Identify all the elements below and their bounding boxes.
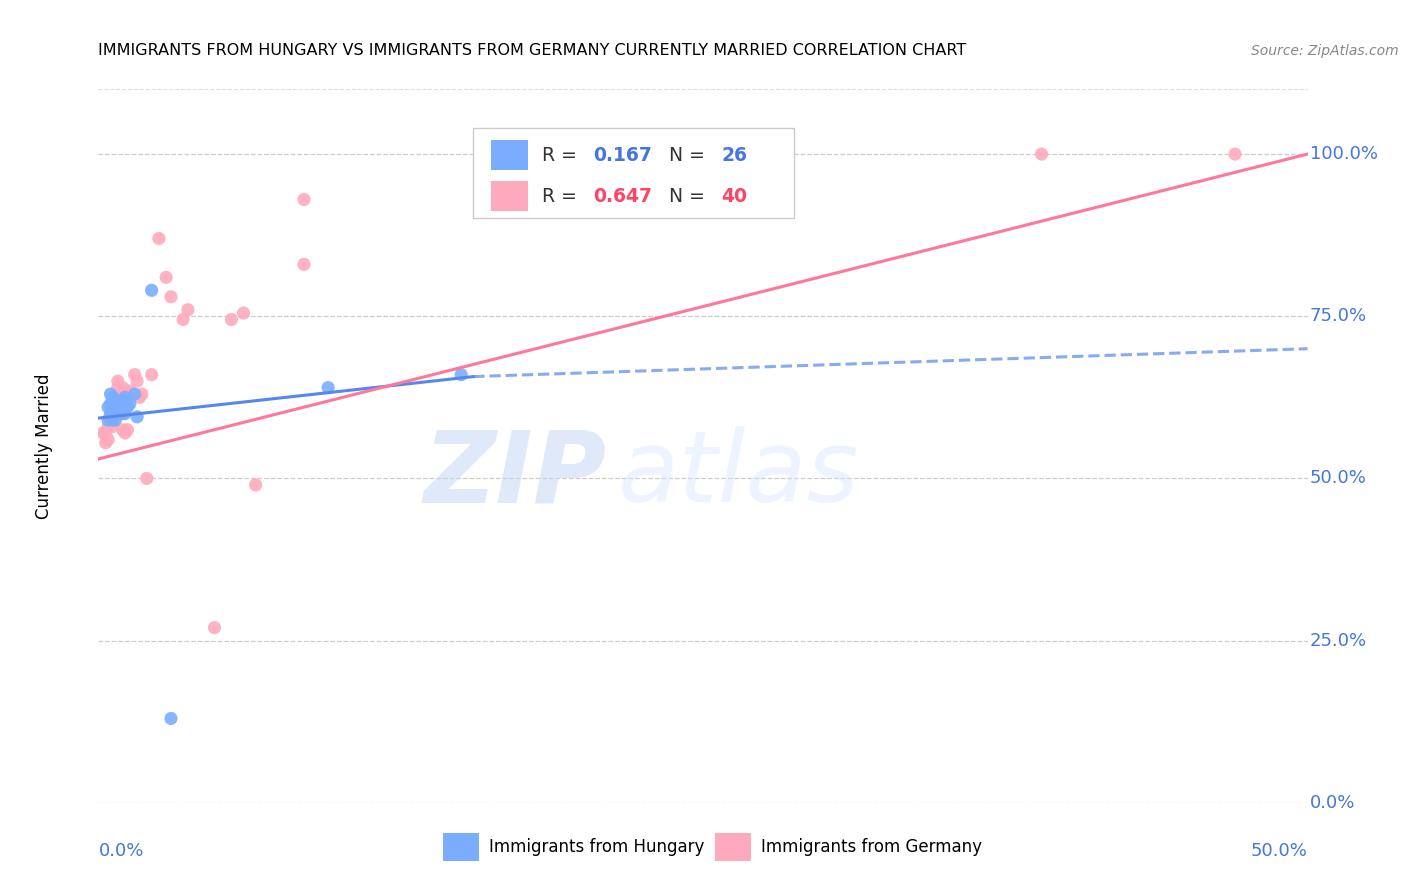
Point: [117, 423, 139, 437]
Point: [107, 397, 129, 411]
Text: Currently Married: Currently Married: [35, 373, 53, 519]
FancyBboxPatch shape: [492, 140, 527, 170]
Text: 75.0%: 75.0%: [1310, 307, 1367, 326]
Point: [100, 413, 122, 427]
Point: [100, 387, 122, 401]
Point: [221, 312, 243, 326]
Point: [245, 478, 267, 492]
Point: [118, 397, 141, 411]
Point: [100, 397, 122, 411]
Point: [292, 193, 315, 207]
Point: [101, 390, 124, 404]
Point: [121, 387, 143, 401]
Point: [101, 400, 124, 414]
Text: 26: 26: [721, 145, 747, 165]
Point: [177, 302, 200, 317]
Point: [204, 621, 226, 635]
Text: 25.0%: 25.0%: [1310, 632, 1367, 649]
FancyBboxPatch shape: [474, 128, 793, 218]
Point: [141, 283, 163, 297]
Point: [124, 368, 146, 382]
Point: [111, 393, 134, 408]
Point: [155, 270, 177, 285]
Point: [94, 425, 117, 440]
Point: [104, 403, 127, 417]
Point: [131, 387, 153, 401]
Text: 50.0%: 50.0%: [1310, 469, 1367, 487]
Point: [107, 407, 129, 421]
Point: [114, 425, 136, 440]
Point: [111, 381, 134, 395]
Point: [101, 419, 124, 434]
FancyBboxPatch shape: [716, 833, 751, 862]
Point: [160, 711, 183, 725]
Point: [114, 407, 136, 421]
Point: [104, 400, 127, 414]
Point: [108, 390, 131, 404]
Text: R =: R =: [543, 186, 583, 206]
Point: [128, 390, 150, 404]
Point: [111, 407, 134, 421]
Point: [117, 400, 139, 414]
Point: [141, 368, 163, 382]
Point: [97, 419, 120, 434]
Text: 0.167: 0.167: [593, 145, 652, 165]
Text: 40: 40: [721, 186, 747, 206]
Point: [127, 374, 149, 388]
Text: N =: N =: [657, 186, 711, 206]
Point: [97, 433, 120, 447]
Point: [108, 403, 131, 417]
Text: 0.647: 0.647: [593, 186, 652, 206]
Text: Source: ZipAtlas.com: Source: ZipAtlas.com: [1251, 44, 1399, 58]
Point: [450, 368, 472, 382]
Point: [97, 400, 120, 414]
Point: [111, 423, 134, 437]
Text: ZIP: ZIP: [423, 426, 606, 523]
Point: [100, 400, 122, 414]
Point: [127, 409, 149, 424]
Text: 50.0%: 50.0%: [1251, 842, 1308, 860]
Point: [100, 407, 122, 421]
Point: [107, 374, 129, 388]
Point: [160, 290, 183, 304]
Point: [292, 257, 315, 271]
Text: R =: R =: [543, 145, 583, 165]
Text: 0.0%: 0.0%: [98, 842, 143, 860]
Point: [91, 425, 114, 440]
Point: [114, 390, 136, 404]
Point: [100, 409, 122, 424]
Text: IMMIGRANTS FROM HUNGARY VS IMMIGRANTS FROM GERMANY CURRENTLY MARRIED CORRELATION: IMMIGRANTS FROM HUNGARY VS IMMIGRANTS FR…: [98, 43, 967, 58]
Point: [100, 407, 122, 421]
Text: Immigrants from Germany: Immigrants from Germany: [761, 838, 981, 856]
Point: [107, 381, 129, 395]
Point: [1031, 147, 1053, 161]
FancyBboxPatch shape: [492, 181, 527, 211]
Point: [172, 312, 194, 326]
Text: N =: N =: [657, 145, 711, 165]
Point: [1223, 147, 1246, 161]
FancyBboxPatch shape: [443, 833, 479, 862]
Point: [316, 381, 339, 395]
Text: 100.0%: 100.0%: [1310, 145, 1378, 163]
Point: [104, 413, 127, 427]
Point: [101, 407, 124, 421]
Point: [101, 413, 124, 427]
Point: [135, 471, 157, 485]
Point: [111, 407, 134, 421]
Point: [232, 306, 254, 320]
Point: [124, 387, 146, 401]
Point: [94, 435, 117, 450]
Point: [118, 384, 141, 398]
Text: 0.0%: 0.0%: [1310, 794, 1355, 812]
Text: Immigrants from Hungary: Immigrants from Hungary: [489, 838, 704, 856]
Point: [97, 413, 120, 427]
Point: [148, 231, 170, 245]
Text: atlas: atlas: [619, 426, 860, 523]
